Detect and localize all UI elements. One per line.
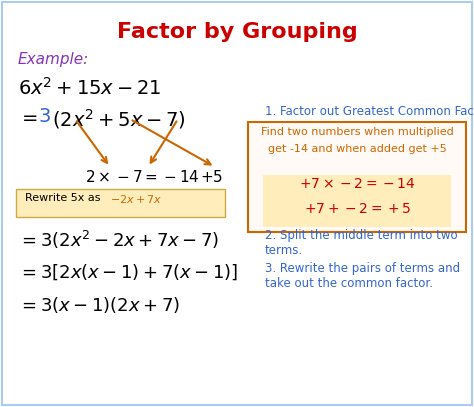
FancyBboxPatch shape: [16, 189, 225, 217]
Text: 3. Rewrite the pairs of terms and
take out the common factor.: 3. Rewrite the pairs of terms and take o…: [265, 262, 460, 290]
Text: $2\times -7=-14$: $2\times -7=-14$: [85, 169, 200, 185]
Text: $= 3\left(2x^2 -2x+7x-7\right)$: $= 3\left(2x^2 -2x+7x-7\right)$: [18, 229, 219, 251]
Text: $=$: $=$: [18, 107, 38, 126]
Text: $\left(2x^2 +5x-7\right)$: $\left(2x^2 +5x-7\right)$: [52, 107, 186, 131]
Text: get -14 and when added get +5: get -14 and when added get +5: [268, 144, 447, 154]
Text: $-2x+7x$: $-2x+7x$: [110, 193, 163, 205]
FancyBboxPatch shape: [248, 122, 466, 232]
Text: $= 3\left[2x\left(x-1\right)+7\left(x-1\right)\right]$: $= 3\left[2x\left(x-1\right)+7\left(x-1\…: [18, 262, 238, 282]
Text: $+5$: $+5$: [200, 169, 223, 185]
Text: $3$: $3$: [38, 107, 51, 126]
Text: $= 3\left(x-1\right)\left(2x+7\right)$: $= 3\left(x-1\right)\left(2x+7\right)$: [18, 295, 180, 315]
Text: $+7\times -2=-14$: $+7\times -2=-14$: [299, 177, 415, 191]
Text: Factor by Grouping: Factor by Grouping: [117, 22, 357, 42]
Text: 2. Split the middle term into two
terms.: 2. Split the middle term into two terms.: [265, 229, 457, 257]
Text: $6x^2 +15x-21$: $6x^2 +15x-21$: [18, 77, 161, 99]
Text: 1. Factor out Greatest Common Factor: 1. Factor out Greatest Common Factor: [265, 105, 474, 118]
Text: Rewrite 5x as: Rewrite 5x as: [25, 193, 104, 203]
FancyBboxPatch shape: [263, 175, 451, 227]
Text: $+7+-2=+5$: $+7+-2=+5$: [303, 202, 410, 216]
Text: Example:: Example:: [18, 52, 89, 67]
Text: Find two numbers when multiplied: Find two numbers when multiplied: [261, 127, 453, 137]
